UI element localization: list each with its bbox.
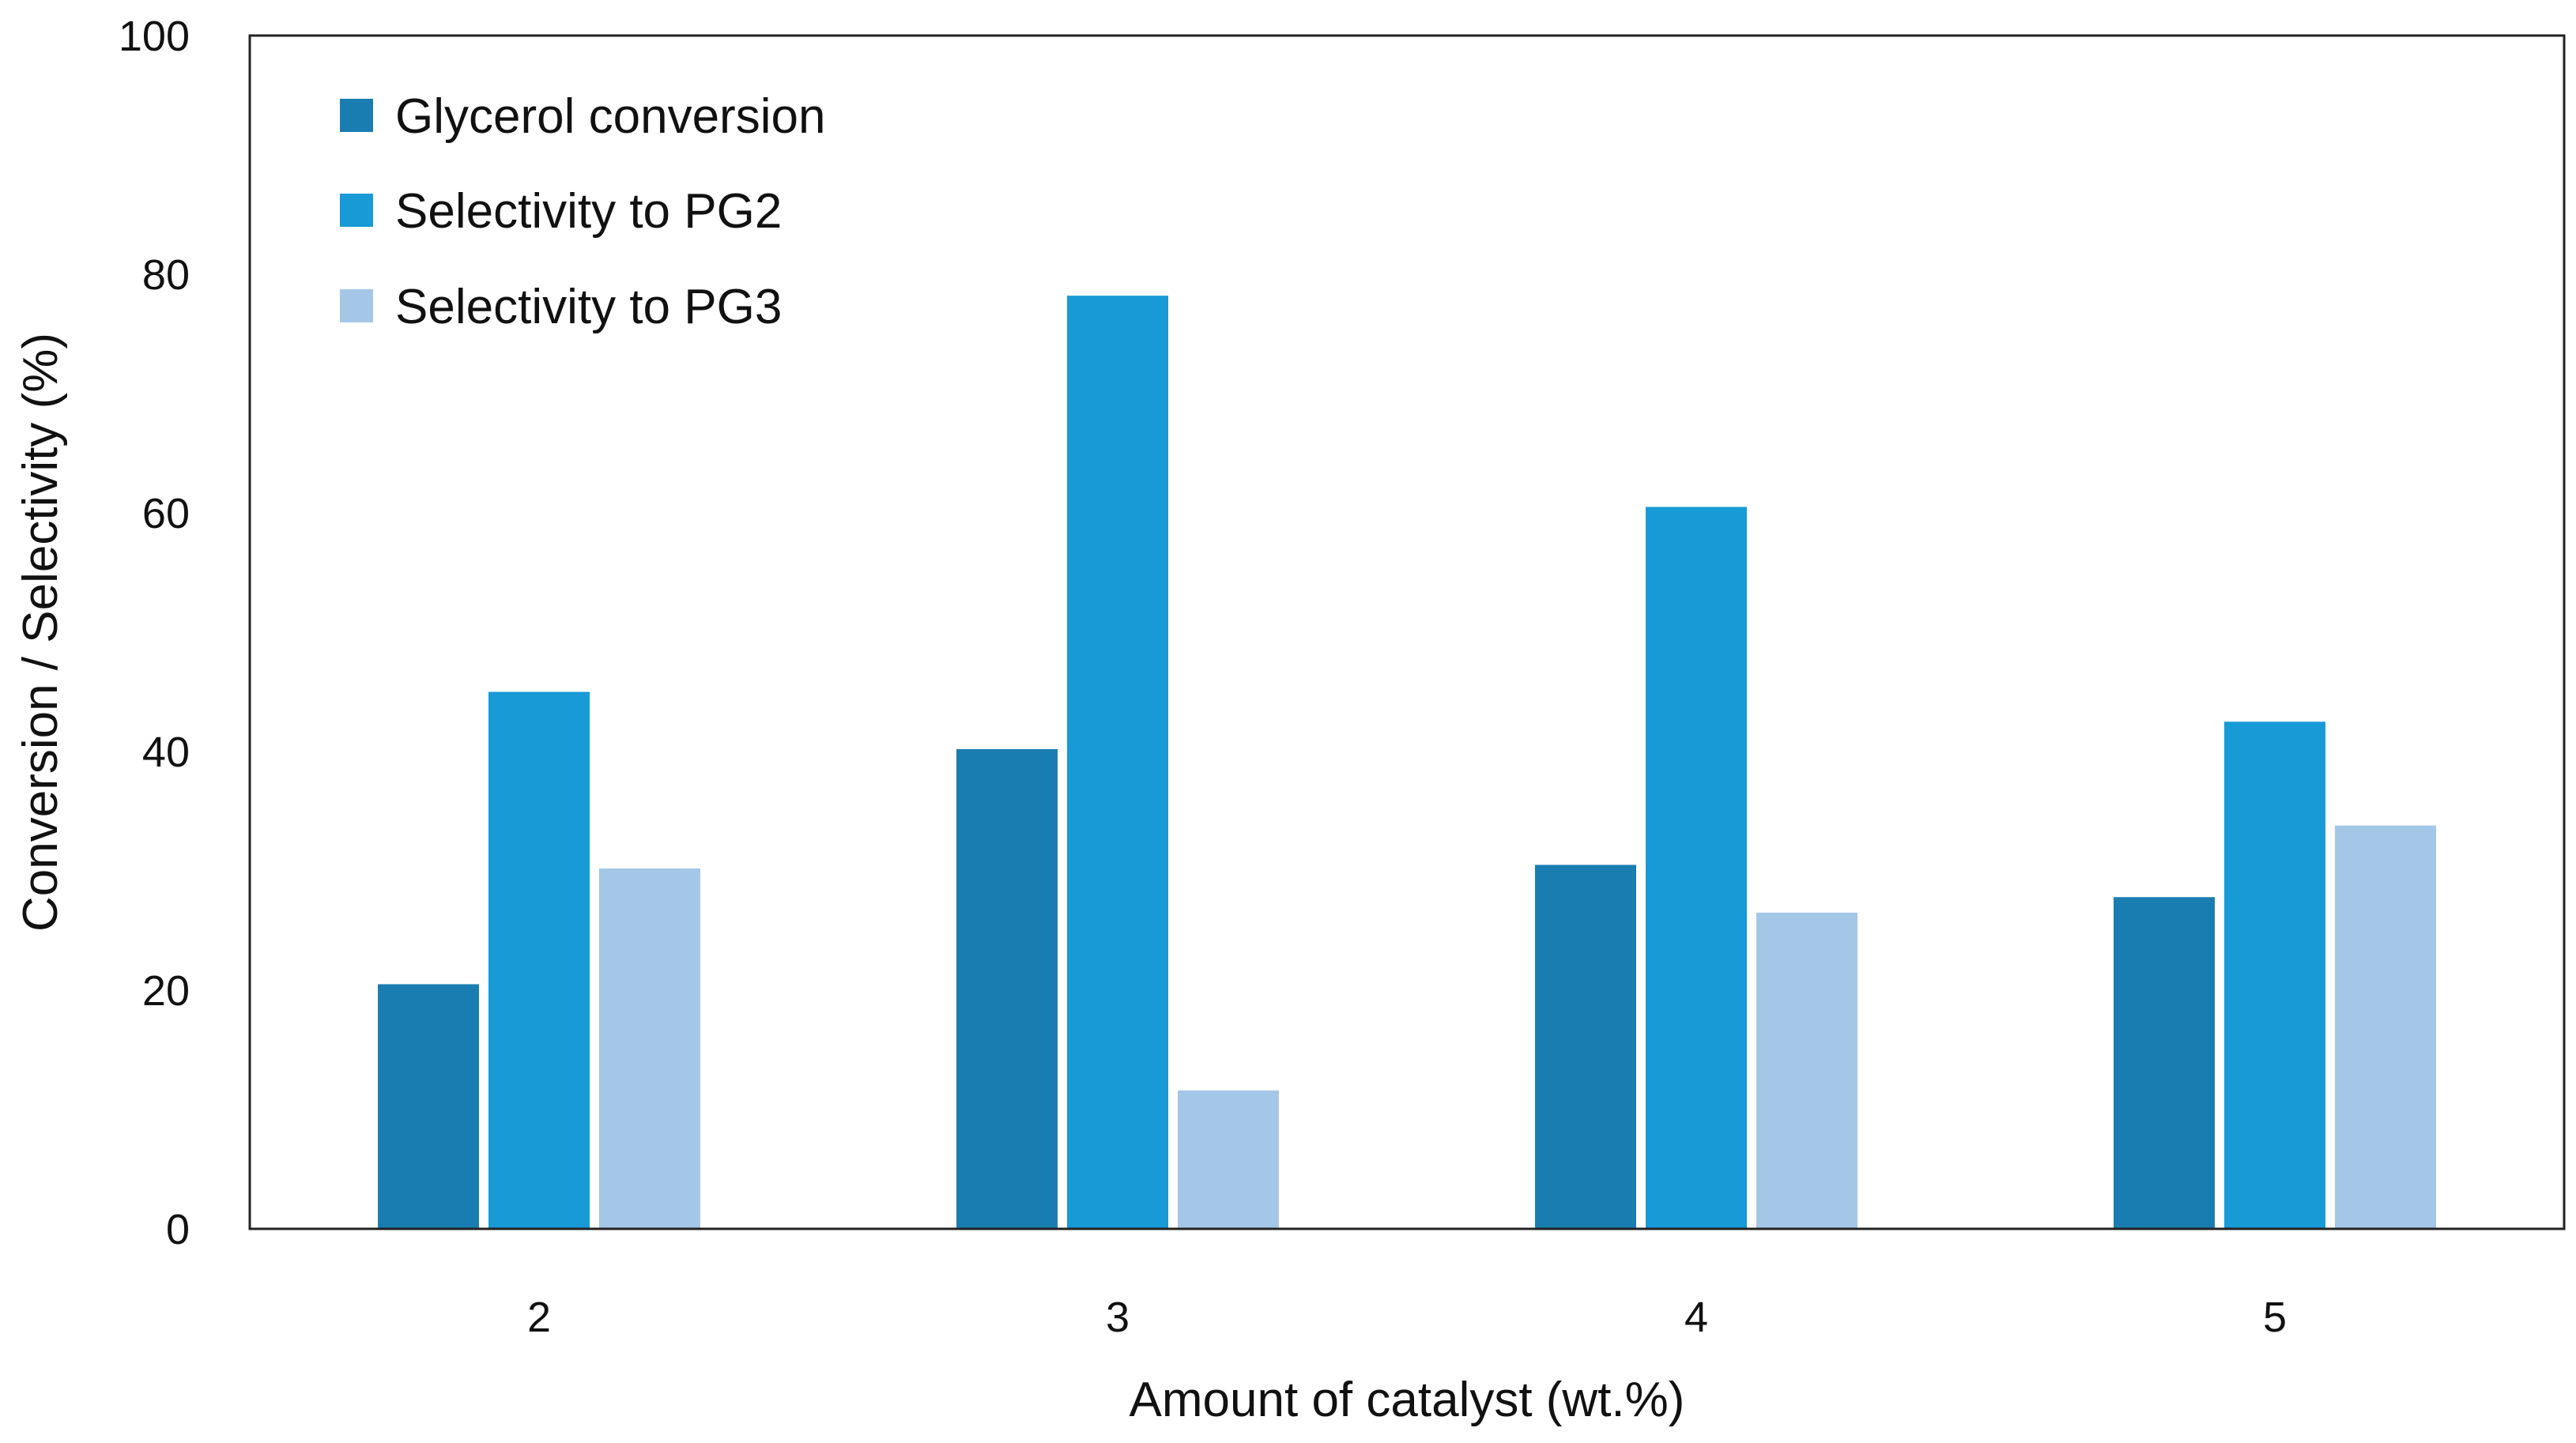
legend: Glycerol conversion Selectivity to PG2 Sel… (340, 89, 825, 334)
y-tick-label: 0 (166, 1206, 190, 1253)
bar-glycerol-conversion-3 (956, 748, 1058, 1229)
x-axis-title: Amount of catalyst (wt.%) (1130, 1373, 1685, 1427)
y-tick-label: 40 (142, 729, 190, 776)
bar-selectivity-to-pg3-4 (1756, 912, 1858, 1229)
y-axis-title: Conversion / Selectivity (%) (13, 333, 68, 932)
legend-swatch (340, 289, 373, 322)
bar-selectivity-to-pg3-2 (599, 868, 700, 1229)
bar-glycerol-conversion-2 (378, 984, 479, 1229)
legend-label: Selectivity to PG3 (395, 280, 782, 334)
y-axis: 0 20 40 60 80 100 (119, 13, 190, 1253)
x-tick-label: 3 (1106, 1294, 1130, 1341)
bars-group (378, 296, 2436, 1230)
bar-selectivity-to-pg2-4 (1646, 507, 1747, 1229)
plot-frame (248, 34, 2566, 1230)
bar-glycerol-conversion-5 (2114, 897, 2215, 1229)
x-tick-label: 2 (527, 1294, 551, 1341)
x-tick-label: 5 (2263, 1294, 2287, 1341)
legend-label: Selectivity to PG2 (395, 184, 782, 239)
bar-selectivity-to-pg3-5 (2335, 825, 2436, 1229)
y-tick-label: 100 (119, 13, 190, 60)
x-axis: 2 3 4 5 (527, 1294, 2287, 1341)
legend-swatch (340, 194, 373, 227)
bar-selectivity-to-pg2-5 (2224, 722, 2325, 1229)
bar-selectivity-to-pg2-2 (488, 691, 590, 1229)
legend-label: Glycerol conversion (395, 89, 825, 144)
bar-glycerol-conversion-4 (1535, 865, 1636, 1229)
y-tick-label: 80 (142, 251, 190, 299)
bar-selectivity-to-pg2-3 (1067, 296, 1168, 1230)
x-tick-label: 4 (1684, 1294, 1708, 1341)
y-tick-label: 20 (142, 967, 190, 1015)
y-tick-label: 60 (142, 490, 190, 537)
legend-swatch (340, 99, 373, 132)
bar-selectivity-to-pg3-3 (1178, 1090, 1279, 1229)
